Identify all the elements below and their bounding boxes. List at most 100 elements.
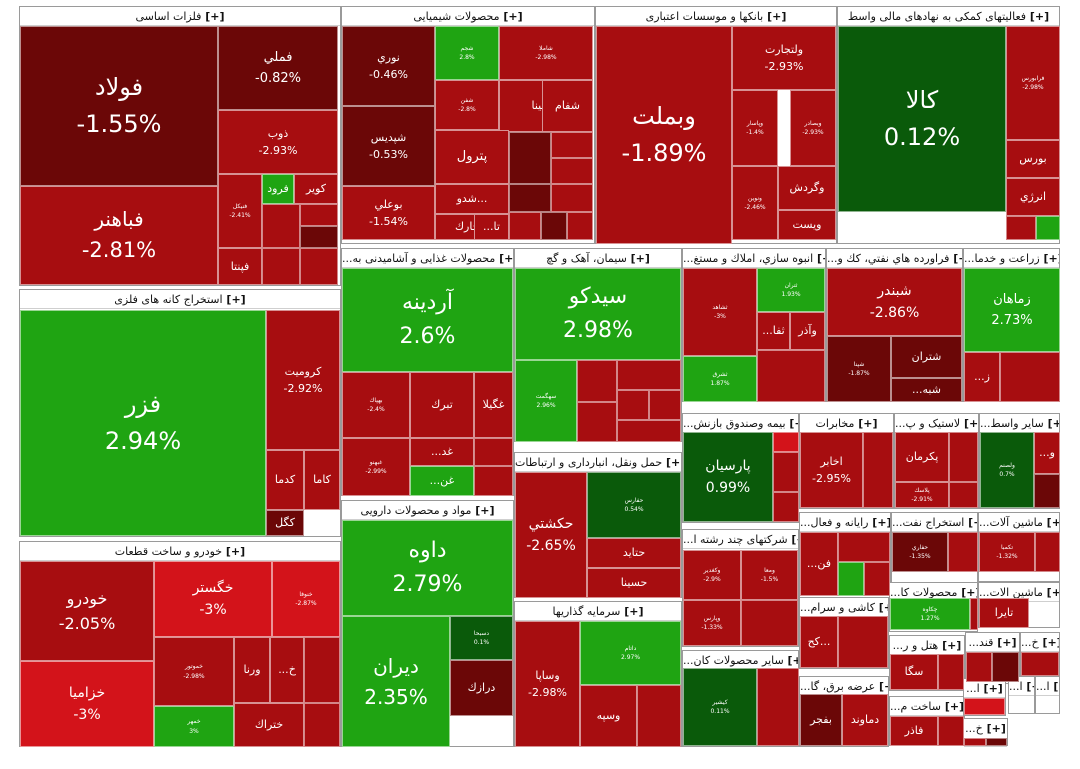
treemap-tile[interactable]: شبندر -2.86% xyxy=(827,268,962,336)
treemap-unlabeled-tile[interactable] xyxy=(838,562,864,596)
treemap-tile[interactable]: ثشاهد -3% xyxy=(683,268,757,356)
treemap-unlabeled-tile[interactable] xyxy=(551,158,593,184)
treemap-tile[interactable]: وبصادر -2.93% xyxy=(790,90,836,166)
treemap-unlabeled-tile[interactable] xyxy=(300,204,338,226)
treemap-tile[interactable]: وبملت -1.89% xyxy=(596,26,732,244)
sector-header[interactable]: ...ا [+] xyxy=(1036,677,1059,696)
treemap-unlabeled-tile[interactable] xyxy=(577,402,617,442)
treemap-unlabeled-tile[interactable] xyxy=(577,360,617,402)
expand-sector-button[interactable]: [+] xyxy=(817,252,825,265)
treemap-tile[interactable]: ثتران 1.93% xyxy=(757,268,825,312)
sector-header[interactable]: خودرو و ساخت قطعات [+] xyxy=(20,542,340,561)
expand-sector-button[interactable]: [+] xyxy=(1046,586,1059,599)
sector-header[interactable]: ...محصولات غذایی و آشامیدنی به [+] xyxy=(342,249,513,268)
sector-header[interactable]: فعالیتهای کمکی به نهادهای مالی واسط [+] xyxy=(838,7,1059,26)
sector-header[interactable]: ...ماشین آلات [+] xyxy=(979,513,1059,532)
treemap-tile[interactable]: تكمبا -1.32% xyxy=(979,532,1035,572)
treemap-tile[interactable]: چكاوه 1.27% xyxy=(890,598,970,630)
expand-sector-button[interactable]: [+] xyxy=(1053,680,1059,693)
treemap-tile[interactable]: كروميت -2.92% xyxy=(266,310,340,450)
treemap-unlabeled-tile[interactable] xyxy=(992,652,1019,682)
treemap-unlabeled-tile[interactable] xyxy=(773,432,799,452)
treemap-tile[interactable]: شدو... xyxy=(435,184,509,214)
expand-sector-button[interactable]: [+] xyxy=(222,293,246,306)
treemap-tile[interactable]: داتام 2.97% xyxy=(580,621,681,685)
expand-sector-button[interactable]: [+] xyxy=(1043,252,1060,265)
expand-sector-button[interactable]: [+] xyxy=(879,680,888,693)
treemap-tile[interactable]: ورنا xyxy=(234,637,270,703)
treemap-tile[interactable]: سيدكو 2.98% xyxy=(515,268,681,360)
treemap-unlabeled-tile[interactable] xyxy=(262,248,300,285)
treemap-tile[interactable]: فپنتا xyxy=(218,248,262,285)
expand-sector-button[interactable]: [+] xyxy=(499,10,523,23)
treemap-unlabeled-tile[interactable] xyxy=(262,204,300,248)
sector-header[interactable]: ...رایانه و فعال [+] xyxy=(800,513,890,532)
expand-sector-button[interactable]: [+] xyxy=(626,252,650,265)
treemap-tile[interactable]: شتران xyxy=(891,336,962,378)
treemap-unlabeled-tile[interactable] xyxy=(757,668,799,746)
treemap-tile[interactable]: پكرمان xyxy=(895,432,949,482)
treemap-tile[interactable]: فرود xyxy=(262,174,294,204)
treemap-unlabeled-tile[interactable] xyxy=(551,132,593,158)
treemap-tile[interactable]: فاذر xyxy=(890,716,938,746)
treemap-tile[interactable]: نوري -0.46% xyxy=(342,26,435,106)
treemap-unlabeled-tile[interactable] xyxy=(863,432,893,508)
treemap-tile[interactable]: شپنا -1.87% xyxy=(827,336,891,402)
treemap-tile[interactable]: شپديس -0.53% xyxy=(342,106,435,186)
treemap-tile[interactable]: حفارس 0.54% xyxy=(587,472,681,538)
expand-sector-button[interactable]: [+] xyxy=(1042,636,1059,649)
expand-sector-button[interactable]: [+] xyxy=(968,516,977,529)
treemap-tile[interactable]: شفام xyxy=(542,80,593,132)
treemap-tile[interactable]: سگا xyxy=(890,654,938,690)
treemap-unlabeled-tile[interactable] xyxy=(300,226,338,248)
treemap-unlabeled-tile[interactable] xyxy=(964,738,986,746)
treemap-tile[interactable]: كح... xyxy=(800,616,838,668)
treemap-tile[interactable]: ختراك xyxy=(234,703,304,747)
treemap-tile[interactable]: بفجر xyxy=(800,694,842,746)
sector-header[interactable]: ...ا [+] xyxy=(964,679,1005,698)
sector-header[interactable]: مخابرات [+] xyxy=(800,414,893,433)
treemap-unlabeled-tile[interactable] xyxy=(304,703,340,747)
treemap-tile[interactable]: ...غد xyxy=(410,438,474,466)
sector-header[interactable]: حمل ونقل، انبارداری و ارتباطات [+] xyxy=(515,453,681,472)
sector-header[interactable]: محصولات شیمیایی [+] xyxy=(342,7,594,26)
sector-header[interactable]: ...سایر واسط [+] xyxy=(980,414,1059,433)
treemap-unlabeled-tile[interactable] xyxy=(509,184,551,212)
sector-header[interactable]: ...عرضه برق، گا [+] xyxy=(800,677,888,696)
sector-header[interactable]: ...فراورده هاي نفتي، كك و [+] xyxy=(827,249,962,268)
treemap-unlabeled-tile[interactable] xyxy=(838,532,890,562)
treemap-tile[interactable]: ويست xyxy=(778,210,836,240)
treemap-unlabeled-tile[interactable] xyxy=(649,390,681,420)
treemap-tile[interactable]: تبرك xyxy=(410,372,474,438)
expand-sector-button[interactable]: [+] xyxy=(791,533,798,546)
sector-header[interactable]: ...هتل و ر [+] xyxy=(890,636,964,655)
treemap-tile[interactable]: حسينا xyxy=(587,568,681,598)
treemap-tile[interactable]: خنوفا -2.87% xyxy=(272,561,340,637)
treemap-tile[interactable]: کالا 0.12% xyxy=(838,26,1006,212)
treemap-unlabeled-tile[interactable] xyxy=(617,360,681,390)
treemap-tile[interactable]: ومعا -1.5% xyxy=(741,550,798,600)
expand-sector-button[interactable]: [+] xyxy=(763,10,787,23)
treemap-unlabeled-tile[interactable] xyxy=(966,652,992,682)
sector-header[interactable]: ...زراعت و خدما [+] xyxy=(964,249,1059,268)
treemap-unlabeled-tile[interactable] xyxy=(509,132,551,184)
treemap-tile[interactable]: خگستر -3% xyxy=(154,561,272,637)
treemap-tile[interactable]: وگردش xyxy=(778,166,836,210)
treemap-unlabeled-tile[interactable] xyxy=(1021,652,1059,676)
treemap-unlabeled-tile[interactable] xyxy=(567,212,593,240)
treemap-tile[interactable]: ...شبه xyxy=(891,378,962,402)
treemap-tile[interactable]: ونوين -2.46% xyxy=(732,166,778,240)
treemap-tile[interactable]: سهگمت 2.96% xyxy=(515,360,577,442)
treemap-tile[interactable]: پلاسك -2.91% xyxy=(895,482,949,508)
sector-header[interactable]: ...بیمه وصندوق بازنش [+] xyxy=(683,414,798,433)
treemap-unlabeled-tile[interactable] xyxy=(964,698,1005,715)
treemap-tile[interactable]: فباهنر -2.81% xyxy=(20,186,218,285)
treemap-tile[interactable]: ...تا xyxy=(474,214,509,240)
treemap-tile[interactable]: ...فن xyxy=(800,532,838,596)
expand-sector-button[interactable]: [+] xyxy=(938,639,962,652)
treemap-tile[interactable]: خزاميا -3% xyxy=(20,661,154,747)
treemap-tile[interactable]: آردينه 2.6% xyxy=(342,268,513,372)
sector-header[interactable]: ...خ [+] xyxy=(1021,633,1059,652)
treemap-unlabeled-tile[interactable] xyxy=(1036,216,1060,240)
treemap-tile[interactable]: درازك xyxy=(450,660,513,716)
